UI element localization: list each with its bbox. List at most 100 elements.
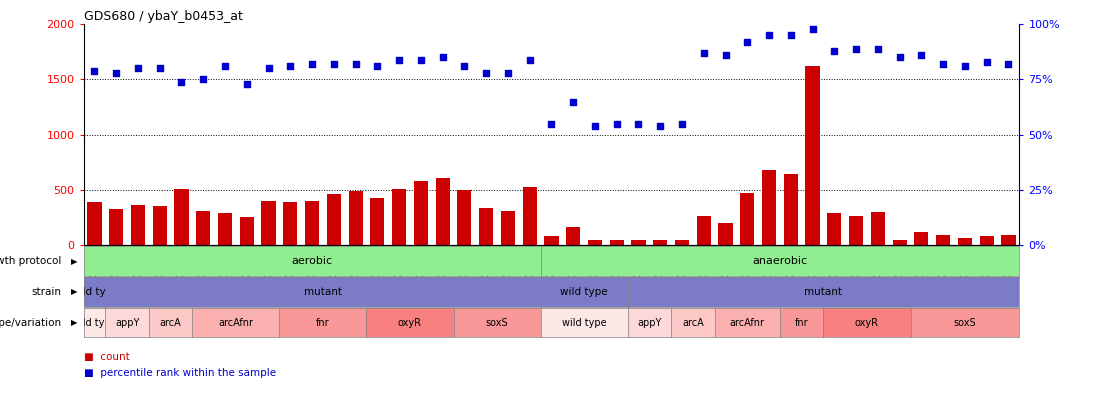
Text: ▶: ▶ [71, 256, 78, 266]
Bar [349, 191, 363, 245]
Point [499, 70, 517, 76]
Point [978, 59, 996, 65]
Point [760, 32, 778, 38]
Text: ■  count: ■ count [84, 352, 129, 362]
Point [346, 61, 364, 67]
Text: soxS: soxS [486, 318, 508, 328]
Bar [566, 227, 580, 245]
Bar [696, 216, 711, 245]
Bar [458, 190, 471, 245]
Bar [262, 201, 275, 245]
Point [935, 61, 952, 67]
Point [695, 50, 713, 56]
Bar [936, 235, 950, 245]
Bar [740, 193, 754, 245]
Text: anaerobic: anaerobic [752, 256, 808, 266]
Text: wild type: wild type [560, 287, 608, 297]
Point [803, 26, 821, 32]
Point [608, 120, 626, 127]
Bar [892, 239, 907, 245]
Bar [828, 213, 841, 245]
Bar [958, 239, 973, 245]
Point [782, 32, 800, 38]
Bar [522, 187, 537, 245]
Text: soxS: soxS [954, 318, 976, 328]
Text: appY: appY [115, 318, 139, 328]
Bar [1001, 235, 1016, 245]
Bar [436, 178, 450, 245]
Point [891, 54, 909, 61]
Bar [609, 239, 624, 245]
Text: growth protocol: growth protocol [0, 256, 61, 266]
Text: fnr: fnr [316, 318, 330, 328]
Bar [87, 202, 101, 245]
Point [303, 61, 321, 67]
Bar [653, 239, 667, 245]
Text: arcA: arcA [682, 318, 704, 328]
Point [107, 70, 125, 76]
Text: wild type: wild type [561, 318, 606, 328]
Text: GDS680 / ybaY_b0453_at: GDS680 / ybaY_b0453_at [84, 10, 243, 23]
Text: mutant: mutant [804, 287, 842, 297]
Point [520, 56, 538, 63]
Point [673, 120, 691, 127]
Bar [784, 175, 798, 245]
Point [369, 63, 387, 70]
Bar [632, 239, 645, 245]
Bar [218, 213, 232, 245]
Bar [240, 217, 254, 245]
Text: wild type: wild type [70, 287, 118, 297]
Bar [283, 202, 297, 245]
Point [543, 120, 560, 127]
Point [629, 120, 647, 127]
Point [739, 39, 756, 45]
Point [652, 123, 670, 129]
Text: fnr: fnr [795, 318, 809, 328]
Text: arcA: arcA [159, 318, 182, 328]
Bar [175, 189, 188, 245]
Bar [130, 205, 145, 245]
Point [912, 52, 930, 58]
Point [847, 45, 864, 52]
Text: arcAfnr: arcAfnr [730, 318, 765, 328]
Point [260, 65, 277, 72]
Point [433, 54, 451, 61]
Bar [305, 201, 319, 245]
Text: oxyR: oxyR [398, 318, 422, 328]
Bar [479, 207, 494, 245]
Bar [915, 232, 928, 245]
Bar [675, 239, 690, 245]
Bar [805, 66, 820, 245]
Text: oxyR: oxyR [854, 318, 879, 328]
Point [999, 61, 1017, 67]
Text: appY: appY [637, 318, 662, 328]
Bar [370, 198, 384, 245]
Point [412, 56, 430, 63]
Point [586, 123, 604, 129]
Point [716, 52, 734, 58]
Bar [392, 189, 407, 245]
Text: ▶: ▶ [71, 318, 78, 327]
Bar [979, 236, 994, 245]
Point [238, 81, 256, 87]
Bar [413, 181, 428, 245]
Point [216, 63, 234, 70]
Point [86, 67, 104, 74]
Point [150, 65, 168, 72]
Point [456, 63, 473, 70]
Text: arcAfnr: arcAfnr [218, 318, 253, 328]
Bar [849, 216, 863, 245]
Bar [588, 239, 602, 245]
Point [869, 45, 887, 52]
Point [825, 47, 843, 54]
Point [173, 79, 190, 85]
Point [129, 65, 147, 72]
Text: ■  percentile rank within the sample: ■ percentile rank within the sample [84, 368, 275, 378]
Point [325, 61, 343, 67]
Text: wild type: wild type [72, 318, 117, 328]
Bar [326, 194, 341, 245]
Text: strain: strain [31, 287, 61, 297]
Bar [153, 207, 167, 245]
Text: mutant: mutant [304, 287, 342, 297]
Point [565, 98, 583, 105]
